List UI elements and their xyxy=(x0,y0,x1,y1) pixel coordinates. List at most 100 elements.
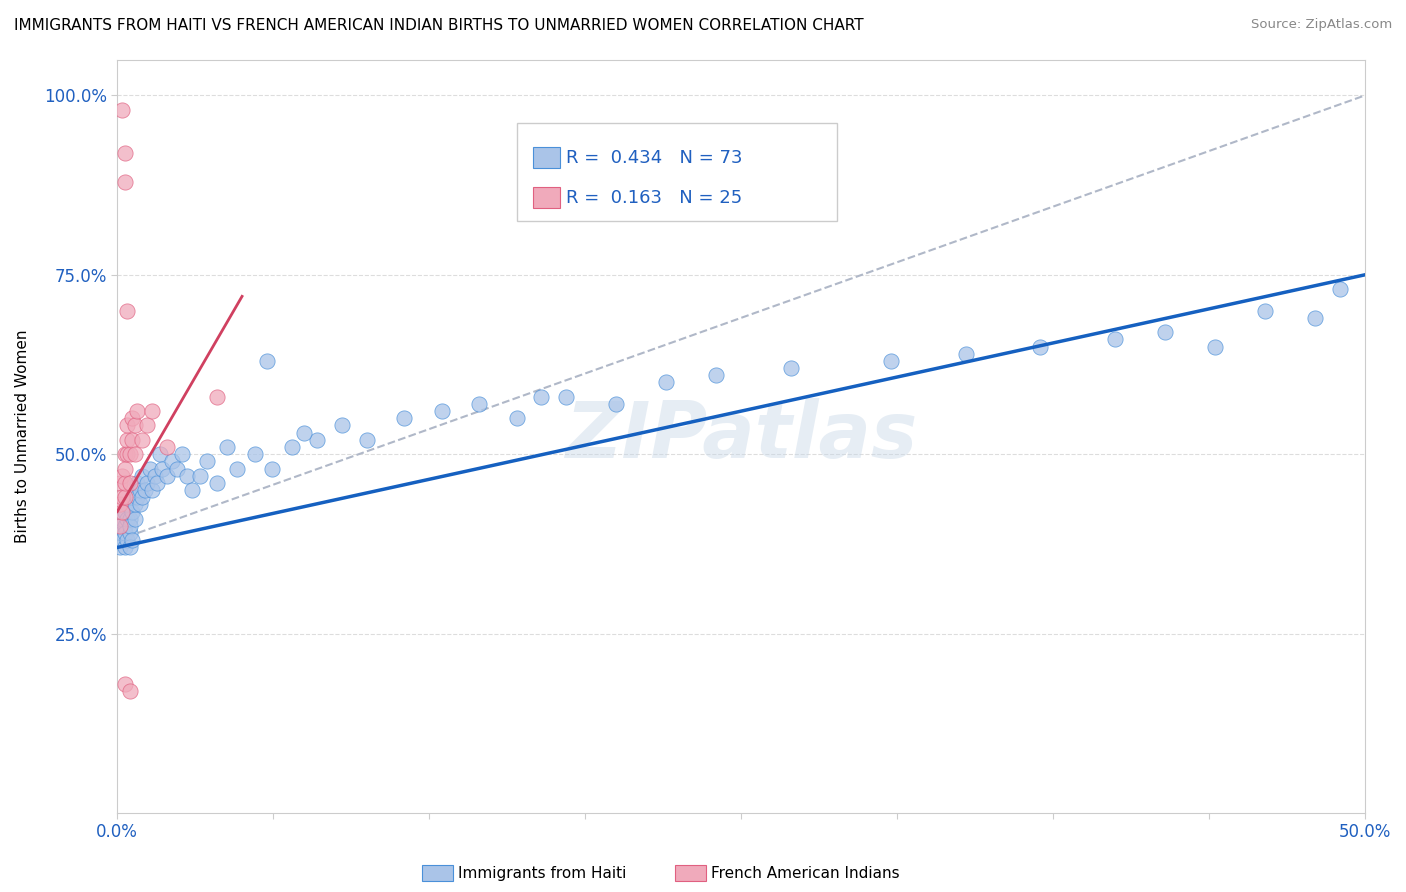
Point xyxy=(121,533,143,548)
Text: French American Indians: French American Indians xyxy=(711,866,900,880)
Point xyxy=(780,361,803,376)
Point xyxy=(136,475,159,490)
Point xyxy=(226,461,249,475)
Point xyxy=(111,490,134,504)
Point xyxy=(131,490,153,504)
Point xyxy=(143,468,166,483)
Text: R =  0.163   N = 25: R = 0.163 N = 25 xyxy=(565,189,742,207)
Point xyxy=(149,447,172,461)
Point xyxy=(146,475,169,490)
Point xyxy=(134,483,156,497)
Point xyxy=(704,368,727,383)
Point xyxy=(117,512,139,526)
Point xyxy=(114,175,136,189)
Point xyxy=(356,433,378,447)
Point xyxy=(114,447,136,461)
Point xyxy=(111,533,134,548)
Point xyxy=(150,461,173,475)
Point xyxy=(108,475,131,490)
Point xyxy=(121,411,143,425)
Point xyxy=(117,418,139,433)
Point xyxy=(880,354,903,368)
Point xyxy=(555,390,578,404)
Point xyxy=(127,490,149,504)
Point xyxy=(118,512,141,526)
Point xyxy=(141,404,163,418)
Point xyxy=(136,418,159,433)
Point xyxy=(505,411,527,425)
Point xyxy=(655,376,678,390)
Point xyxy=(111,526,134,541)
Point xyxy=(1029,340,1052,354)
Point xyxy=(117,447,139,461)
Point xyxy=(176,468,198,483)
Point xyxy=(118,526,141,541)
Point xyxy=(108,541,131,555)
Point xyxy=(121,505,143,519)
Point xyxy=(127,404,149,418)
Point xyxy=(128,483,150,497)
Point xyxy=(114,541,136,555)
Point xyxy=(114,475,136,490)
Point xyxy=(121,433,143,447)
Point xyxy=(114,677,136,691)
Point xyxy=(294,425,316,440)
Text: R =  0.434   N = 73: R = 0.434 N = 73 xyxy=(565,149,742,167)
Point xyxy=(243,447,266,461)
Point xyxy=(117,533,139,548)
Point xyxy=(114,461,136,475)
Point xyxy=(117,497,139,511)
Point xyxy=(111,468,134,483)
Point xyxy=(131,468,153,483)
Point xyxy=(111,103,134,117)
Point xyxy=(955,347,977,361)
Point xyxy=(111,512,134,526)
Point xyxy=(111,505,134,519)
Point xyxy=(305,433,328,447)
Point xyxy=(172,447,194,461)
Point xyxy=(530,390,553,404)
Point xyxy=(108,519,131,533)
Point xyxy=(256,354,278,368)
Point xyxy=(117,433,139,447)
Point xyxy=(468,397,491,411)
Y-axis label: Births to Unmarried Women: Births to Unmarried Women xyxy=(15,329,30,543)
Point xyxy=(394,411,416,425)
Point xyxy=(1329,282,1351,296)
Point xyxy=(156,440,179,454)
Point xyxy=(188,468,211,483)
Point xyxy=(166,461,188,475)
Point xyxy=(141,483,163,497)
Point xyxy=(114,145,136,160)
Point xyxy=(131,433,153,447)
Point xyxy=(128,497,150,511)
Point xyxy=(124,447,146,461)
Point xyxy=(1104,332,1126,346)
Point xyxy=(430,404,453,418)
Point xyxy=(114,505,136,519)
Point xyxy=(205,390,228,404)
Point xyxy=(124,497,146,511)
Text: IMMIGRANTS FROM HAITI VS FRENCH AMERICAN INDIAN BIRTHS TO UNMARRIED WOMEN CORREL: IMMIGRANTS FROM HAITI VS FRENCH AMERICAN… xyxy=(14,18,863,33)
Point xyxy=(139,461,162,475)
Point xyxy=(205,475,228,490)
Text: Immigrants from Haiti: Immigrants from Haiti xyxy=(458,866,627,880)
Point xyxy=(114,526,136,541)
Point xyxy=(1254,303,1277,318)
Point xyxy=(124,418,146,433)
Point xyxy=(217,440,239,454)
Text: ZIPatlas: ZIPatlas xyxy=(565,398,917,475)
Point xyxy=(108,519,131,533)
Point xyxy=(118,541,141,555)
Point xyxy=(118,447,141,461)
Point xyxy=(108,497,131,511)
Point xyxy=(114,519,136,533)
Point xyxy=(156,468,179,483)
Point xyxy=(281,440,304,454)
Point xyxy=(114,490,136,504)
Point xyxy=(121,490,143,504)
Point xyxy=(260,461,283,475)
Point xyxy=(1154,325,1177,339)
Point xyxy=(117,303,139,318)
Point xyxy=(605,397,627,411)
